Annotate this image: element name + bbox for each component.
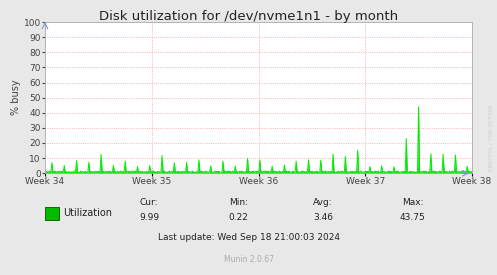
- Text: Utilization: Utilization: [64, 208, 113, 218]
- Text: Cur:: Cur:: [140, 198, 159, 207]
- Text: 43.75: 43.75: [400, 213, 425, 222]
- Text: Disk utilization for /dev/nvme1n1 - by month: Disk utilization for /dev/nvme1n1 - by m…: [99, 10, 398, 23]
- Text: 9.99: 9.99: [139, 213, 159, 222]
- Text: RRDTOOL / TOBI OETIKER: RRDTOOL / TOBI OETIKER: [488, 104, 493, 171]
- Text: 0.22: 0.22: [229, 213, 248, 222]
- Text: Avg:: Avg:: [313, 198, 333, 207]
- Y-axis label: % busy: % busy: [11, 80, 21, 116]
- Text: Munin 2.0.67: Munin 2.0.67: [224, 255, 273, 264]
- Text: Last update: Wed Sep 18 21:00:03 2024: Last update: Wed Sep 18 21:00:03 2024: [158, 233, 339, 242]
- Text: Max:: Max:: [402, 198, 423, 207]
- Text: Min:: Min:: [229, 198, 248, 207]
- Text: 3.46: 3.46: [313, 213, 333, 222]
